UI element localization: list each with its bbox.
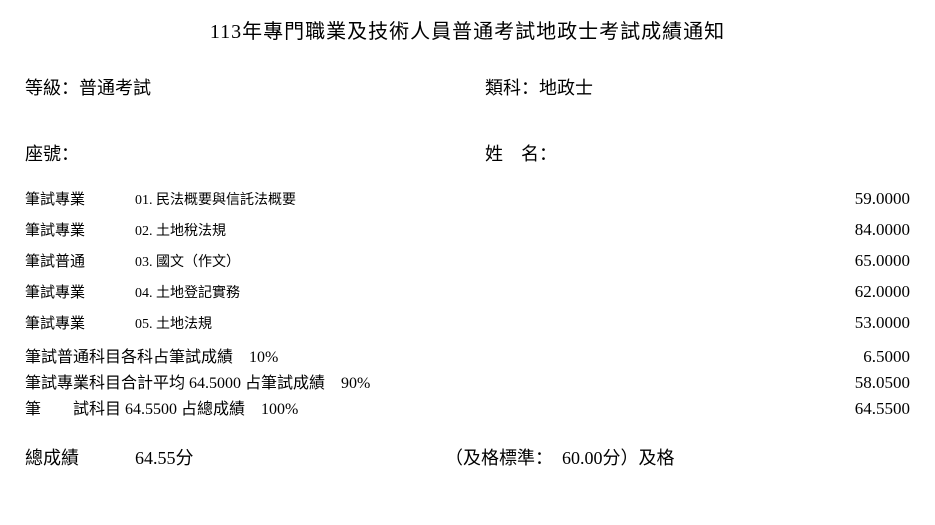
level-field: 等級：普通考試 [25,74,485,100]
subject-row: 筆試專業 04. 土地登記實務 62.0000 [25,281,910,302]
level-category-row: 等級：普通考試 類科：地政士 [25,74,910,100]
subject-type: 筆試專業 [25,312,135,333]
subject-score: 59.0000 [820,189,910,209]
subject-score: 62.0000 [820,282,910,302]
final-score: 64.55分 [135,444,445,470]
subject-row: 筆試專業 05. 土地法規 53.0000 [25,312,910,333]
subject-num: 02. [135,224,153,239]
calc-score: 64.5500 [820,399,910,419]
subject-title: 民法概要與信託法概要 [156,193,296,208]
calc-row: 筆 試科目 64.5500 占總成績 100% 64.5500 [25,395,910,419]
final-result-row: 總成績 64.55分 （及格標準： 60.00分）及格 [25,444,910,470]
subject-num: 04. [135,286,153,301]
subject-type: 筆試專業 [25,281,135,302]
subject-score: 53.0000 [820,313,910,333]
subject-row: 筆試專業 02. 土地稅法規 84.0000 [25,219,910,240]
name-field: 姓 名： [485,140,557,166]
subject-title: 土地法規 [156,317,212,332]
category-label: 類科： [485,78,539,98]
subject-row: 筆試專業 01. 民法概要與信託法概要 59.0000 [25,188,910,209]
subject-row: 筆試普通 03. 國文（作文） 65.0000 [25,250,910,271]
calc-row: 筆試專業科目合計平均 64.5000 占筆試成績 90% 58.0500 [25,369,910,393]
subject-name: 03. 國文（作文） [135,251,820,271]
name-label: 姓 名： [485,144,557,164]
calc-score: 6.5000 [820,347,910,367]
subject-title: 土地稅法規 [156,224,226,239]
calc-row: 筆試普通科目各科占筆試成績 10% 6.5000 [25,343,910,367]
seat-name-row: 座號： 姓 名： [25,140,910,166]
category-field: 類科：地政士 [485,74,593,100]
subject-name: 02. 土地稅法規 [135,220,820,240]
subject-name: 05. 土地法規 [135,313,820,333]
seat-label: 座號： [25,144,79,164]
subject-name: 04. 土地登記實務 [135,282,820,302]
calc-text: 筆 試科目 64.5500 占總成績 100% [25,395,820,419]
subject-type: 筆試專業 [25,219,135,240]
seat-field: 座號： [25,140,485,166]
document-title: 113年專門職業及技術人員普通考試地政士考試成績通知 [25,15,910,44]
calc-text: 筆試專業科目合計平均 64.5000 占筆試成績 90% [25,369,820,393]
level-label: 等級： [25,78,79,98]
subject-score: 84.0000 [820,220,910,240]
subject-type: 筆試普通 [25,250,135,271]
subject-name: 01. 民法概要與信託法概要 [135,189,820,209]
calc-text: 筆試普通科目各科占筆試成績 10% [25,343,820,367]
final-label: 總成績 [25,444,135,470]
subject-num: 05. [135,317,153,332]
subject-score: 65.0000 [820,251,910,271]
pass-standard: （及格標準： 60.00分）及格 [445,444,675,470]
level-value: 普通考試 [79,78,151,98]
subject-num: 01. [135,193,153,208]
subject-title: 國文（作文） [156,255,240,270]
calc-score: 58.0500 [820,373,910,393]
subject-title: 土地登記實務 [156,286,240,301]
subject-type: 筆試專業 [25,188,135,209]
subject-num: 03. [135,255,153,270]
category-value: 地政士 [539,78,593,98]
